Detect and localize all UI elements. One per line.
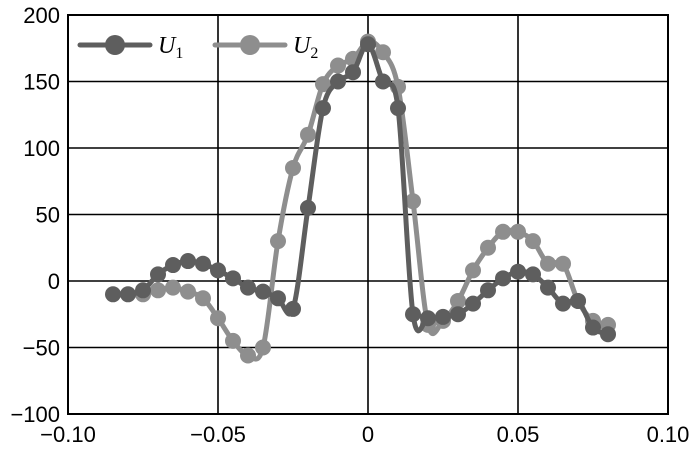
series-u2-point	[165, 279, 181, 296]
series-u1-point	[405, 306, 421, 323]
y-tick-label: 150	[23, 70, 60, 95]
series-u1-point	[240, 279, 256, 296]
series-u2-point	[300, 126, 316, 143]
series-u2-point	[285, 159, 301, 176]
series-u1-point	[165, 257, 181, 274]
series-u1-point	[330, 73, 346, 90]
x-tick-label: −0.10	[40, 422, 96, 447]
series-u1-point	[345, 64, 361, 81]
x-tick-label: −0.05	[190, 422, 246, 447]
y-tick-label: 200	[23, 3, 60, 28]
x-tick-label: 0	[362, 422, 374, 447]
series-u1-point	[600, 326, 616, 343]
legend-label-u2: U2	[293, 33, 318, 62]
series-u1-point	[450, 306, 466, 323]
series-u1-point	[225, 270, 241, 287]
series-u1-point	[180, 253, 196, 270]
y-axis-ticks: −100 −50 0 50 100 150 200	[10, 3, 60, 427]
series-u1-point	[480, 282, 496, 299]
series-u1-point	[150, 266, 166, 283]
series-u1-point	[570, 292, 586, 309]
series-u2-point	[330, 57, 346, 74]
series-u2-point	[540, 255, 556, 272]
series-u2-point	[180, 283, 196, 300]
y-tick-label: 0	[48, 269, 60, 294]
series-u2-point	[255, 339, 271, 356]
series-u1-point	[255, 283, 271, 300]
series-u2-point	[315, 76, 331, 93]
series-u2-point	[195, 290, 211, 307]
y-tick-label: 100	[23, 136, 60, 161]
series-u1-point	[585, 319, 601, 336]
series-u1-point	[270, 290, 286, 307]
series-u1-point	[375, 73, 391, 90]
series-u2-point	[405, 193, 421, 210]
x-axis-ticks: −0.10 −0.05 0 0.05 0.10	[40, 422, 689, 447]
plot-border	[67, 14, 669, 415]
series-group	[105, 33, 616, 364]
series-u1-point	[465, 295, 481, 312]
series-u2-point	[465, 262, 481, 279]
plot-frame	[67, 14, 669, 415]
series-u1-point	[555, 295, 571, 312]
x-tick-label: 0.10	[647, 422, 690, 447]
series-u1-point	[195, 255, 211, 272]
series-u2-point	[270, 233, 286, 250]
series-u1	[105, 36, 616, 343]
series-u1-point	[495, 270, 511, 287]
series-u2-point	[555, 255, 571, 272]
series-u2-point	[240, 347, 256, 364]
y-tick-label: −100	[10, 402, 60, 427]
series-u1-point	[135, 282, 151, 299]
legend-item-u2: U2	[212, 33, 318, 62]
series-u1-point	[315, 100, 331, 117]
legend-marker-u2	[240, 35, 260, 55]
series-u1-point	[105, 286, 121, 303]
legend-item-u1: U1	[77, 33, 183, 62]
series-u2-line	[140, 38, 611, 362]
series-u1-point	[210, 262, 226, 279]
legend-marker-u1	[105, 35, 125, 55]
series-u2-point	[525, 233, 541, 250]
series-u2-point	[450, 292, 466, 309]
series-u2-point	[510, 223, 526, 240]
series-u2-point	[150, 282, 166, 299]
grid	[67, 14, 669, 415]
series-u2-point	[480, 239, 496, 256]
series-u1-point	[525, 266, 541, 283]
y-tick-label: 50	[36, 203, 60, 228]
series-u1-point	[120, 286, 136, 303]
series-u2-point	[495, 223, 511, 240]
legend-label-u1: U1	[158, 33, 183, 62]
series-u1-point	[420, 310, 436, 327]
series-u1-point	[300, 199, 316, 216]
series-u1-point	[285, 300, 301, 317]
series-u1-point	[390, 100, 406, 117]
series-u1-point	[435, 308, 451, 325]
y-tick-label: −50	[23, 336, 60, 361]
series-u1-point	[540, 279, 556, 296]
series-u2-point	[210, 310, 226, 327]
series-u1-point	[510, 263, 526, 280]
series-u2-point	[225, 332, 241, 349]
series-u1-point	[360, 36, 376, 53]
legend: U1 U2	[77, 33, 318, 62]
x-tick-label: 0.05	[497, 422, 540, 447]
series-u2-point	[375, 44, 391, 61]
